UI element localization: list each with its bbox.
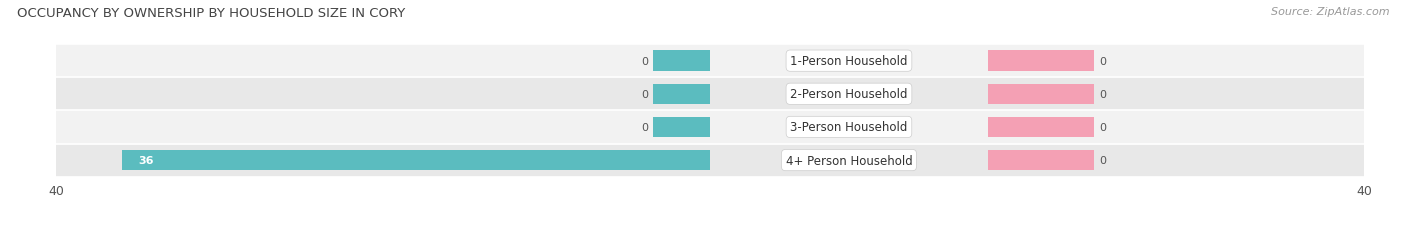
Text: 1-Person Household: 1-Person Household <box>790 55 908 68</box>
Bar <box>652 51 710 72</box>
Bar <box>56 144 1364 177</box>
Text: 0: 0 <box>641 89 648 99</box>
Text: 36: 36 <box>138 155 153 165</box>
Bar <box>988 51 1094 72</box>
Text: 0: 0 <box>641 122 648 132</box>
Bar <box>988 117 1094 138</box>
Text: 0: 0 <box>1099 155 1107 165</box>
Text: OCCUPANCY BY OWNERSHIP BY HOUSEHOLD SIZE IN CORY: OCCUPANCY BY OWNERSHIP BY HOUSEHOLD SIZE… <box>17 7 405 20</box>
Bar <box>652 117 710 138</box>
Bar <box>56 111 1364 144</box>
Bar <box>56 45 1364 78</box>
Text: 0: 0 <box>1099 56 1107 66</box>
Text: 2-Person Household: 2-Person Household <box>790 88 908 101</box>
Bar <box>652 84 710 105</box>
Text: 0: 0 <box>641 56 648 66</box>
Bar <box>988 84 1094 105</box>
Text: 0: 0 <box>1099 122 1107 132</box>
Bar <box>56 78 1364 111</box>
Bar <box>988 150 1094 171</box>
Text: 0: 0 <box>1099 89 1107 99</box>
Text: 4+ Person Household: 4+ Person Household <box>786 154 912 167</box>
Text: Source: ZipAtlas.com: Source: ZipAtlas.com <box>1271 7 1389 17</box>
Text: 3-Person Household: 3-Person Household <box>790 121 908 134</box>
Bar <box>121 150 710 171</box>
